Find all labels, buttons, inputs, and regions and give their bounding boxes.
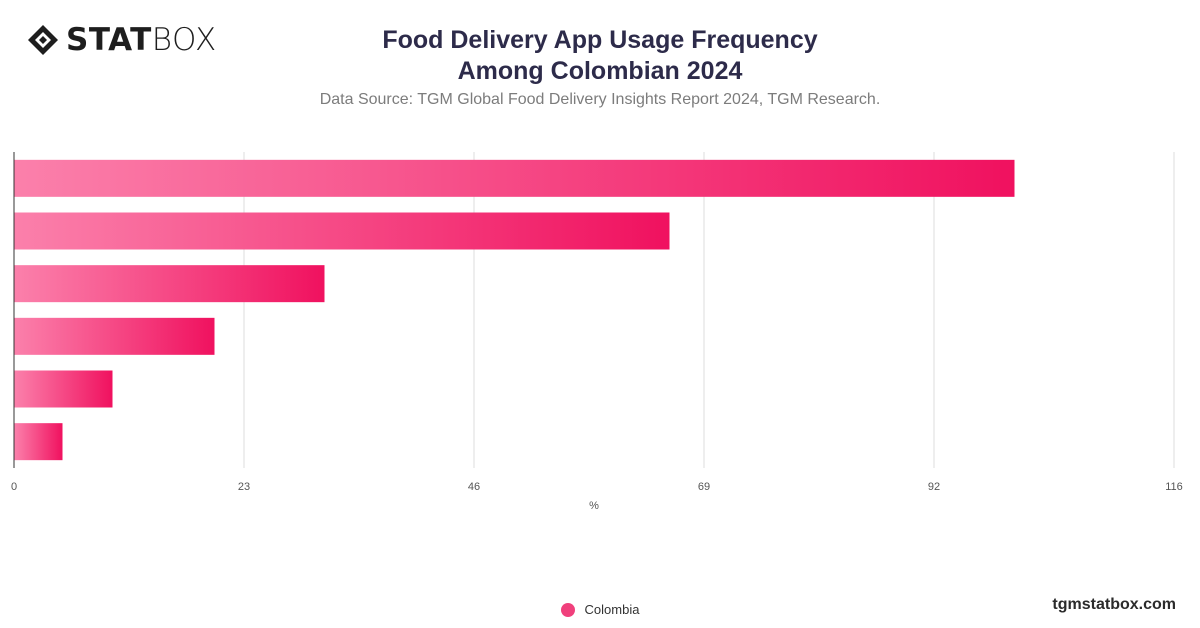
logo-wordmark: STATBOX: [66, 21, 217, 58]
x-tick-label: 92: [928, 481, 940, 493]
bar: [14, 265, 325, 303]
bar: [14, 212, 670, 250]
bar: [14, 317, 215, 355]
x-tick-label: 23: [238, 481, 250, 493]
x-tick-label: 46: [468, 481, 480, 493]
logo-text-light: BOX: [151, 21, 217, 58]
legend-label[interactable]: Colombia: [584, 602, 640, 617]
logo-text-bold: STAT: [66, 21, 152, 58]
x-tick-label: 69: [698, 481, 710, 493]
chart-subtitle: Data Source: TGM Global Food Delivery In…: [319, 91, 881, 108]
bar: [14, 370, 113, 408]
x-tick-label: 0: [11, 481, 17, 493]
chart-legend: Colombia: [0, 602, 1200, 617]
x-tick-label: 116: [1165, 481, 1183, 493]
bar: [14, 159, 1015, 197]
chart-title: Food Delivery App Usage Frequency Among …: [300, 25, 900, 87]
bar: [14, 423, 63, 461]
legend-marker-icon[interactable]: [560, 602, 575, 617]
chart-title-line-2: Among Colombian 2024: [457, 57, 743, 85]
statbox-logo: STATBOX: [26, 22, 217, 58]
diamond-logo-icon: [28, 25, 58, 55]
website-watermark: tgmstatbox.com: [1052, 596, 1176, 613]
chart-title-line-1: Food Delivery App Usage Frequency: [382, 26, 818, 54]
x-axis-label: %: [589, 500, 599, 512]
